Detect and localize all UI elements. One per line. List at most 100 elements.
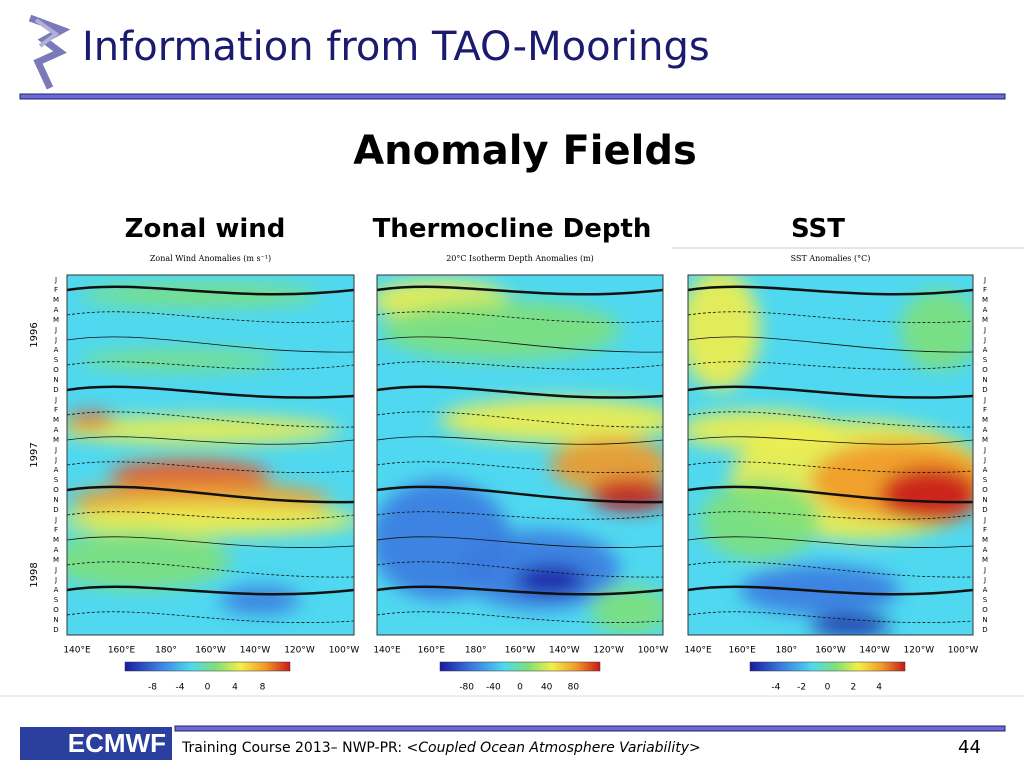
colorbar bbox=[749, 661, 906, 672]
longitude-label: 160°W bbox=[195, 646, 226, 656]
month-label: N bbox=[53, 496, 58, 504]
longitude-label: 160°E bbox=[108, 646, 136, 656]
longitude-label: 140°E bbox=[63, 646, 91, 656]
colorbar-tick-label: -2 bbox=[797, 683, 806, 693]
contour-line bbox=[67, 361, 354, 370]
contour-line bbox=[67, 485, 354, 504]
contour-line bbox=[377, 436, 663, 445]
month-label: J bbox=[983, 446, 986, 454]
anomaly-region bbox=[220, 586, 300, 614]
contour-field bbox=[377, 275, 663, 635]
panel-title: SST Anomalies (°C) bbox=[791, 254, 871, 263]
anomaly-region bbox=[80, 350, 280, 370]
plot-frame bbox=[66, 274, 355, 636]
month-label: A bbox=[983, 306, 988, 314]
contour-line bbox=[377, 336, 663, 353]
month-label: O bbox=[982, 486, 988, 494]
contour-line bbox=[377, 561, 663, 578]
contour-field bbox=[688, 275, 973, 635]
subtitle: Anomaly Fields bbox=[353, 128, 697, 174]
anomaly-region bbox=[688, 275, 760, 390]
contour-line bbox=[67, 385, 354, 399]
month-label: M bbox=[982, 316, 988, 324]
contour-line bbox=[688, 411, 973, 428]
month-label: A bbox=[983, 426, 988, 434]
colorbar-tick-label: 0 bbox=[517, 683, 523, 693]
panel-label: SST bbox=[790, 214, 846, 244]
longitude-label: 120°W bbox=[904, 646, 935, 656]
month-label: A bbox=[54, 346, 59, 354]
month-label: F bbox=[983, 526, 987, 534]
colorbar bbox=[439, 661, 601, 672]
contour-line bbox=[67, 336, 354, 353]
contour-line bbox=[67, 436, 354, 445]
anomaly-region bbox=[900, 290, 973, 370]
colorbar-tick-label: 4 bbox=[232, 683, 238, 693]
month-label: O bbox=[982, 366, 988, 374]
longitude-label: 140°E bbox=[373, 646, 401, 656]
footer-course: <Coupled Ocean Atmosphere Variability> bbox=[406, 740, 701, 756]
colorbar-tick-label: 0 bbox=[205, 683, 211, 693]
month-label: N bbox=[982, 496, 987, 504]
colorbar-tick-label: 0 bbox=[825, 683, 831, 693]
footer-prefix: Training Course 2013– NWP-PR: bbox=[182, 740, 407, 756]
panel-title: Zonal Wind Anomalies (m s⁻¹) bbox=[150, 254, 271, 263]
month-label: D bbox=[53, 506, 58, 514]
month-label: F bbox=[54, 406, 58, 414]
month-label: M bbox=[53, 556, 59, 564]
month-label: F bbox=[983, 286, 987, 294]
month-label: S bbox=[54, 596, 59, 604]
longitude-label: 100°W bbox=[638, 646, 669, 656]
longitude-label: 120°W bbox=[593, 646, 624, 656]
longitude-label: 140°E bbox=[684, 646, 712, 656]
month-label: N bbox=[53, 616, 58, 624]
month-label: M bbox=[982, 296, 988, 304]
colorbar-tick-label: 80 bbox=[568, 683, 580, 693]
month-label: J bbox=[983, 516, 986, 524]
contour-line bbox=[67, 611, 354, 623]
contour-line bbox=[377, 361, 663, 370]
longitude-label: 120°W bbox=[284, 646, 315, 656]
longitude-label: 180° bbox=[465, 646, 487, 656]
month-label: D bbox=[53, 386, 58, 394]
anomaly-region bbox=[80, 283, 320, 307]
month-label: D bbox=[982, 506, 987, 514]
anomaly-region bbox=[700, 480, 820, 560]
contour-line bbox=[688, 536, 973, 548]
longitude-label: 160°W bbox=[505, 646, 536, 656]
plots: Zonal Wind Anomalies (m s⁻¹) 140°E 160°E 18… bbox=[29, 254, 988, 693]
contour-line bbox=[377, 511, 663, 520]
month-label: J bbox=[54, 576, 57, 584]
colorbar-tick-label: 40 bbox=[541, 683, 553, 693]
month-label: N bbox=[982, 616, 987, 624]
anomaly-region bbox=[880, 467, 973, 523]
month-label: A bbox=[983, 346, 988, 354]
anomaly-region bbox=[515, 566, 585, 594]
month-label: O bbox=[53, 606, 59, 614]
month-label: J bbox=[54, 396, 57, 404]
month-label: A bbox=[983, 586, 988, 594]
contour-line bbox=[377, 611, 663, 623]
colorbar-tick-label: 8 bbox=[260, 683, 266, 693]
anomaly-region bbox=[67, 530, 230, 590]
contour-line bbox=[377, 485, 663, 504]
contour-line bbox=[67, 311, 354, 323]
contour-line bbox=[67, 511, 354, 520]
month-label: M bbox=[982, 416, 988, 424]
month-label: S bbox=[983, 596, 988, 604]
month-label: S bbox=[983, 356, 988, 364]
month-label: A bbox=[54, 586, 59, 594]
month-label: N bbox=[982, 376, 987, 384]
month-label: A bbox=[54, 306, 59, 314]
contour-line bbox=[377, 285, 663, 296]
month-label: J bbox=[54, 326, 57, 334]
month-label: J bbox=[983, 336, 986, 344]
month-label: S bbox=[983, 476, 988, 484]
plot-frame bbox=[376, 274, 664, 636]
panel-label: Thermocline Depth bbox=[372, 214, 652, 244]
anomaly-region bbox=[440, 398, 663, 442]
footer-rule bbox=[174, 725, 1006, 732]
contour-line bbox=[688, 385, 973, 399]
month-label: M bbox=[53, 296, 59, 304]
anomaly-region bbox=[67, 504, 354, 536]
